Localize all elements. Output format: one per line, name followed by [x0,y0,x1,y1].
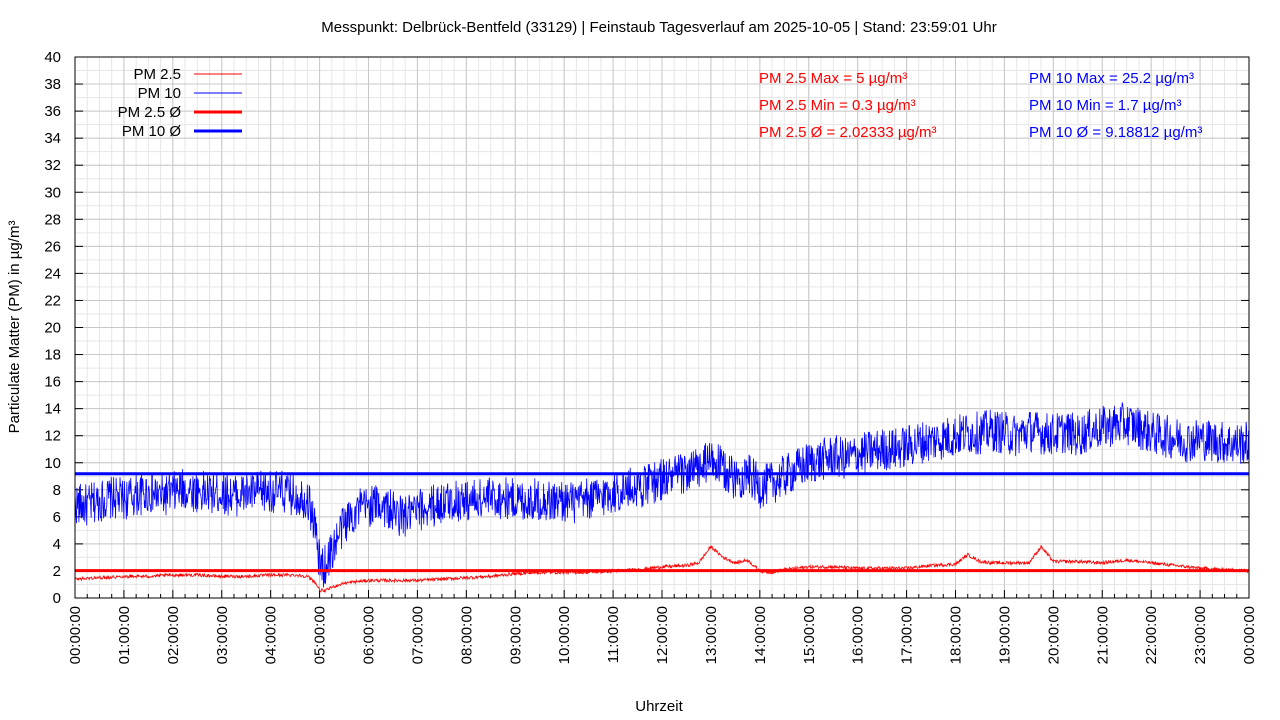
y-tick-label: 10 [44,455,61,472]
legend-label: PM 10 [138,85,181,102]
y-tick-label: 34 [44,130,61,147]
x-tick-label: 00:00:00 [1241,606,1258,664]
x-tick-label: 06:00:00 [361,606,378,664]
legend-label: PM 2.5 Ø [118,104,182,121]
series-line-pm-2-5 [74,545,1250,593]
legend-label: PM 2.5 [133,66,181,83]
pm10-stat-label: PM 10 Min = 1.7 µg/m³ [1029,97,1181,114]
x-tick-label: 16:00:00 [850,606,867,664]
x-tick-label: 14:00:00 [752,606,769,664]
x-tick-label: 19:00:00 [996,606,1013,664]
series-layer [74,402,1250,593]
x-tick-label: 20:00:00 [1045,606,1062,664]
y-tick-label: 28 [44,211,61,228]
legend-label: PM 10 Ø [122,123,182,140]
x-tick-label: 03:00:00 [214,606,231,664]
stats-annotations: PM 2.5 Max = 5 µg/m³ PM 2.5 Min = 0.3 µg/… [759,70,1202,141]
pm10-stat-label: PM 10 Max = 25.2 µg/m³ [1029,70,1194,87]
y-tick-label: 2 [53,563,61,580]
x-tick-label: 22:00:00 [1143,606,1160,664]
pm25-stat-label: PM 2.5 Ø = 2.02333 µg/m³ [759,124,936,141]
pm10-stat-label: PM 10 Ø = 9.18812 µg/m³ [1029,124,1202,141]
x-tick-label: 11:00:00 [605,606,622,663]
x-tick-label: 00:00:00 [67,606,84,664]
x-tick-label: 04:00:00 [263,606,280,664]
x-axis-label: Uhrzeit [635,698,683,715]
chart-title: Messpunkt: Delbrück-Bentfeld (33129) | F… [321,19,996,36]
y-tick-label: 24 [44,265,61,282]
x-tick-label: 08:00:00 [458,606,475,664]
y-tick-label: 40 [44,49,61,66]
x-tick-label: 21:00:00 [1094,606,1111,664]
y-tick-label: 32 [44,157,61,174]
y-tick-label: 8 [53,482,61,499]
x-tick-label: 10:00:00 [556,606,573,664]
y-tick-label: 20 [44,320,61,337]
y-tick-label: 12 [44,428,61,445]
y-tick-label: 14 [44,401,61,418]
axis-ticks: 00:00:00 01:00:00 02:00:00 03:00:00 04:00:00… [44,49,1258,664]
x-tick-label: 15:00:00 [801,606,818,664]
x-tick-label: 07:00:00 [409,606,426,664]
series-line-pm-10 [74,402,1250,588]
x-tick-label: 17:00:00 [899,606,916,664]
y-axis-label: Particulate Matter (PM) in µg/m³ [6,221,23,434]
x-tick-label: 05:00:00 [312,606,329,664]
y-tick-label: 0 [53,590,61,607]
y-tick-label: 4 [53,536,61,553]
y-tick-label: 36 [44,103,61,120]
y-tick-label: 22 [44,292,61,309]
pm25-stat-label: PM 2.5 Max = 5 µg/m³ [759,70,907,87]
x-tick-label: 02:00:00 [165,606,182,664]
pm25-stat-label: PM 2.5 Min = 0.3 µg/m³ [759,97,916,114]
plot-frame [74,56,1250,599]
x-tick-label: 12:00:00 [654,606,671,664]
legend: PM 2.5 PM 10 PM 2.5 Ø PM 10 Ø [118,66,242,140]
y-tick-label: 16 [44,374,61,391]
x-tick-label: 23:00:00 [1192,606,1209,664]
y-tick-label: 26 [44,238,61,255]
x-tick-label: 13:00:00 [703,606,720,664]
y-tick-label: 30 [44,184,61,201]
y-tick-label: 6 [53,509,61,526]
x-tick-label: 18:00:00 [948,606,965,664]
y-tick-label: 38 [44,76,61,93]
x-tick-label: 09:00:00 [507,606,524,664]
y-tick-label: 18 [44,347,61,364]
x-tick-label: 01:00:00 [116,606,133,664]
